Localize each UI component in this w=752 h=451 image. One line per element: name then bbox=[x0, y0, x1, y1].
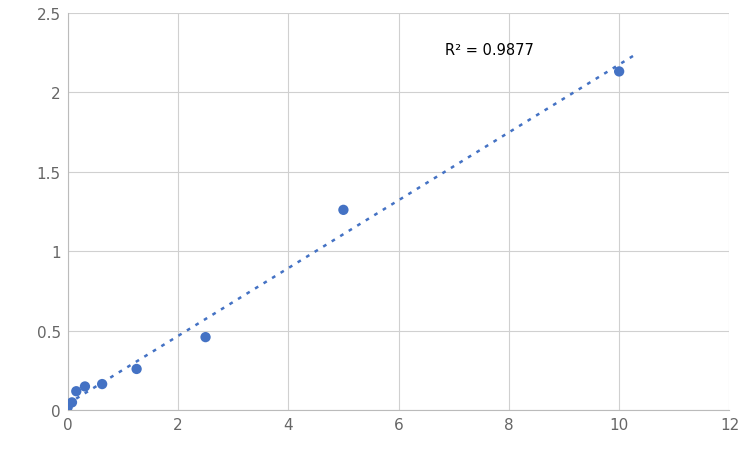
Point bbox=[199, 334, 211, 341]
Text: R² = 0.9877: R² = 0.9877 bbox=[445, 43, 535, 58]
Point bbox=[338, 207, 350, 214]
Point bbox=[66, 399, 78, 406]
Point bbox=[613, 69, 625, 76]
Point bbox=[70, 388, 82, 395]
Point bbox=[96, 381, 108, 388]
Point bbox=[131, 365, 143, 373]
Point bbox=[62, 404, 74, 411]
Point bbox=[79, 383, 91, 390]
